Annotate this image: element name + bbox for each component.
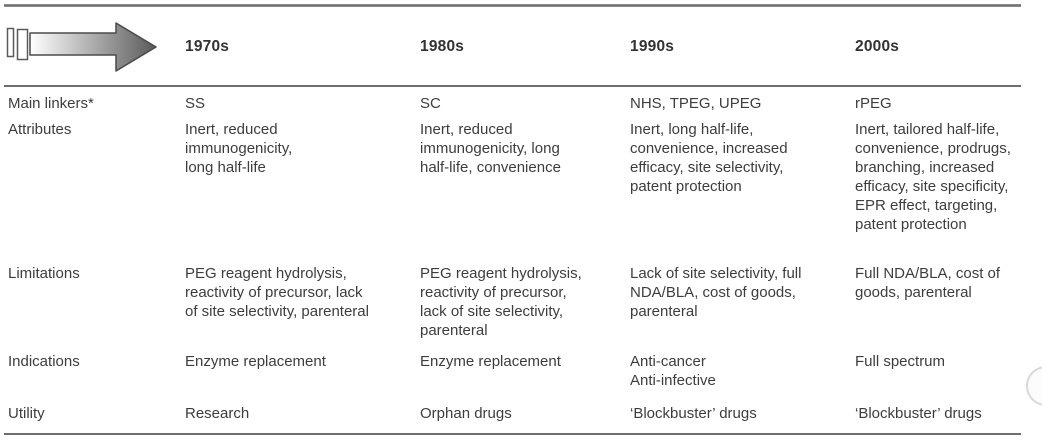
top-rule bbox=[4, 4, 1021, 7]
table-row-main-linkers: Main linkers* SS SC NHS, TPEG, UPEG rPEG bbox=[0, 94, 1042, 113]
cell-attributes-1990s: Inert, long half-life, convenience, incr… bbox=[630, 121, 788, 195]
column-header-2000s: 2000s bbox=[855, 37, 900, 55]
cell-limitations-1990s: Lack of site selectivity, full NDA/BLA, … bbox=[630, 265, 802, 320]
cell-utility-1980s: Orphan drugs bbox=[420, 405, 512, 422]
row-label-limitations: Limitations bbox=[8, 265, 80, 282]
column-header-1970s: 1970s bbox=[185, 37, 230, 55]
column-header-1980s: 1980s bbox=[420, 37, 465, 55]
cell-utility-2000s: ‘Blockbuster’ drugs bbox=[855, 405, 982, 422]
cell-indications-1980s: Enzyme replacement bbox=[420, 353, 561, 370]
row-label-attributes: Attributes bbox=[8, 121, 72, 138]
table-header-row: 1970s 1980s 1990s 2000s bbox=[0, 7, 1042, 85]
cell-indications-1970s: Enzyme replacement bbox=[185, 353, 326, 370]
cell-limitations-1980s: PEG reagent hydrolysis, reactivity of pr… bbox=[420, 265, 582, 339]
bottom-rule bbox=[4, 433, 1021, 435]
cell-limitations-1970s: PEG reagent hydrolysis, reactivity of pr… bbox=[185, 265, 369, 320]
column-header-1990s: 1990s bbox=[630, 37, 675, 55]
table-row-attributes: Attributes Inert, reduced immunogenicity… bbox=[0, 120, 1042, 234]
cell-main-linkers-1980s: SC bbox=[420, 95, 441, 112]
header-divider-rule bbox=[4, 85, 1021, 87]
cell-utility-1990s: ‘Blockbuster’ drugs bbox=[630, 405, 757, 422]
cell-main-linkers-2000s: rPEG bbox=[855, 95, 892, 112]
cell-indications-2000s: Full spectrum bbox=[855, 353, 946, 370]
row-label-utility: Utility bbox=[8, 405, 45, 422]
timeline-arrow-icon bbox=[6, 18, 185, 74]
cell-main-linkers-1990s: NHS, TPEG, UPEG bbox=[630, 95, 762, 112]
cell-attributes-1970s: Inert, reduced immunogenicity, long half… bbox=[185, 121, 293, 176]
table-row-utility: Utility Research Orphan drugs ‘Blockbust… bbox=[0, 404, 1042, 423]
cell-limitations-2000s: Full NDA/BLA, cost of goods, parenteral bbox=[855, 265, 1001, 301]
cell-main-linkers-1970s: SS bbox=[185, 95, 206, 112]
cell-attributes-2000s: Inert, tailored half-life, convenience, … bbox=[855, 121, 1011, 233]
table-row-limitations: Limitations PEG reagent hydrolysis, reac… bbox=[0, 264, 1042, 340]
row-label-main-linkers: Main linkers* bbox=[8, 95, 94, 112]
cell-attributes-1980s: Inert, reduced immunogenicity, long half… bbox=[420, 121, 561, 176]
table-row-indications: Indications Enzyme replacement Enzyme re… bbox=[0, 352, 1042, 390]
row-label-indications: Indications bbox=[8, 353, 80, 370]
cell-indications-1990s: Anti-cancer Anti-infective bbox=[630, 353, 716, 389]
cell-utility-1970s: Research bbox=[185, 405, 250, 422]
